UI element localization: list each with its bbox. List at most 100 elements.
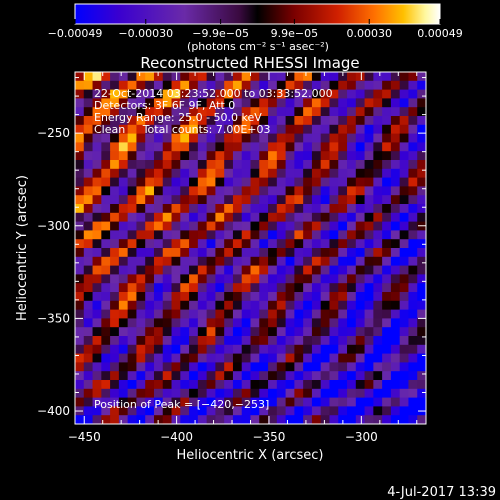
heatmap-cell bbox=[197, 415, 208, 424]
heatmap-cell bbox=[285, 318, 295, 328]
heatmap-cell bbox=[118, 309, 129, 319]
heatmap-cell bbox=[390, 80, 401, 90]
heatmap-cell bbox=[338, 133, 348, 143]
heatmap-cell bbox=[373, 230, 383, 240]
heatmap-cell bbox=[408, 124, 418, 134]
heatmap-cell bbox=[268, 107, 278, 117]
heatmap-cell bbox=[189, 344, 199, 354]
heatmap-cell bbox=[347, 397, 357, 407]
heatmap-cell bbox=[110, 133, 120, 143]
heatmap-cell bbox=[382, 353, 392, 363]
heatmap-cell bbox=[197, 353, 208, 363]
heatmap-cell bbox=[294, 151, 304, 161]
heatmap-cell bbox=[417, 72, 426, 82]
heatmap-cell bbox=[338, 380, 348, 390]
heatmap-cell bbox=[259, 318, 269, 328]
heatmap-cell bbox=[276, 212, 287, 222]
heatmap-cell bbox=[145, 248, 155, 258]
heatmap-cell bbox=[171, 388, 181, 398]
heatmap-cell bbox=[373, 380, 383, 390]
heatmap-cell bbox=[153, 362, 164, 372]
heatmap-cell bbox=[83, 168, 93, 178]
heatmap-cell bbox=[294, 80, 304, 90]
heatmap-cell bbox=[153, 204, 164, 214]
heatmap-cell bbox=[320, 212, 330, 222]
heatmap-cell bbox=[268, 239, 278, 249]
heatmap-cell bbox=[373, 212, 383, 222]
heatmap-cell bbox=[276, 336, 287, 346]
heatmap-cell bbox=[250, 327, 260, 337]
heatmap-cell bbox=[250, 371, 260, 381]
heatmap-cell bbox=[364, 274, 374, 284]
heatmap-cell bbox=[311, 98, 322, 108]
heatmap-cell bbox=[259, 160, 269, 170]
heatmap-cell bbox=[268, 388, 278, 398]
heatmap-cell bbox=[259, 230, 269, 240]
heatmap-cell bbox=[153, 265, 164, 275]
heatmap-cell bbox=[276, 107, 287, 117]
heatmap-cell bbox=[311, 397, 322, 407]
heatmap-cell bbox=[153, 406, 164, 416]
heatmap-cell bbox=[294, 142, 304, 152]
heatmap-cell bbox=[294, 344, 304, 354]
heatmap-cell bbox=[224, 248, 234, 258]
heatmap-cell bbox=[390, 344, 401, 354]
heatmap-cell bbox=[329, 177, 339, 187]
heatmap-cell bbox=[276, 265, 287, 275]
heatmap-cell bbox=[399, 397, 409, 407]
heatmap-cell bbox=[250, 397, 260, 407]
heatmap-cell bbox=[101, 256, 111, 266]
heatmap-cell bbox=[382, 151, 392, 161]
heatmap-cell bbox=[390, 195, 401, 205]
heatmap-cell bbox=[232, 397, 243, 407]
heatmap-cell bbox=[276, 327, 287, 337]
heatmap-cell bbox=[329, 274, 339, 284]
heatmap-cell bbox=[259, 168, 269, 178]
heatmap-cell bbox=[153, 221, 164, 231]
heatmap-cell bbox=[329, 371, 339, 381]
heatmap-cell bbox=[171, 212, 181, 222]
heatmap-cell bbox=[364, 415, 374, 424]
heatmap-cell bbox=[92, 212, 102, 222]
heatmap-cell bbox=[162, 72, 172, 82]
heatmap-cell bbox=[382, 160, 392, 170]
heatmap-cell bbox=[364, 133, 374, 143]
heatmap-cell bbox=[224, 239, 234, 249]
heatmap-cell bbox=[285, 239, 295, 249]
heatmap-cell bbox=[320, 388, 330, 398]
heatmap-cell bbox=[224, 142, 234, 152]
heatmap-cell bbox=[338, 362, 348, 372]
heatmap-cell bbox=[390, 186, 401, 196]
heatmap-cell bbox=[224, 80, 234, 90]
heatmap-cell bbox=[408, 274, 418, 284]
heatmap-cell bbox=[153, 300, 164, 310]
heatmap-cell bbox=[75, 186, 85, 196]
heatmap-cell bbox=[127, 362, 137, 372]
heatmap-cell bbox=[355, 300, 365, 310]
heatmap-cell bbox=[250, 168, 260, 178]
heatmap-cell bbox=[180, 98, 190, 108]
heatmap-cell bbox=[180, 344, 190, 354]
heatmap-cell bbox=[171, 309, 181, 319]
heatmap-cell bbox=[390, 406, 401, 416]
heatmap-cell bbox=[382, 380, 392, 390]
heatmap-cell bbox=[189, 406, 199, 416]
heatmap-cell bbox=[180, 388, 190, 398]
heatmap-cell bbox=[241, 292, 251, 302]
heatmap-cell bbox=[118, 98, 129, 108]
heatmap-cell bbox=[215, 212, 225, 222]
heatmap-cell bbox=[206, 327, 216, 337]
heatmap-cell bbox=[232, 124, 243, 134]
heatmap-cell bbox=[197, 274, 208, 284]
heatmap-cell bbox=[241, 160, 251, 170]
heatmap-cell bbox=[294, 309, 304, 319]
heatmap-cell bbox=[118, 168, 129, 178]
heatmap-cell bbox=[364, 362, 374, 372]
heatmap-cell bbox=[241, 98, 251, 108]
heatmap-cell bbox=[259, 133, 269, 143]
heatmap-cell bbox=[127, 151, 137, 161]
heatmap-cell bbox=[259, 353, 269, 363]
heatmap-cell bbox=[197, 336, 208, 346]
heatmap-cell bbox=[180, 300, 190, 310]
heatmap-cell bbox=[259, 327, 269, 337]
